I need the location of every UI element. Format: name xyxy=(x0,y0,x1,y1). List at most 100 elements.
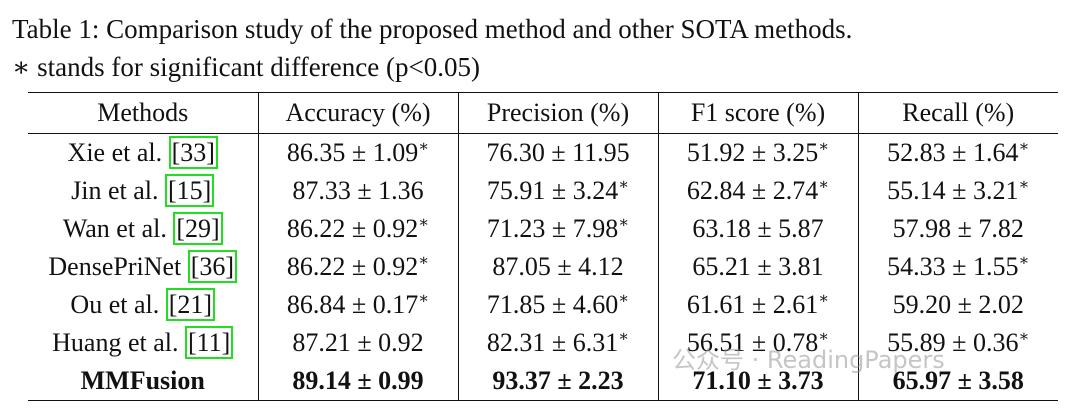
table-row: Wan et al. [29] 86.22 ± 0.92∗ 71.23 ± 7.98… xyxy=(28,210,1058,248)
value: 62.84 ± 2.74 xyxy=(686,176,819,205)
method-cell: Jin et al. [15] xyxy=(28,172,258,210)
value-cell: 93.37 ± 2.23 xyxy=(457,362,658,401)
value: 87.21 ± 0.92 xyxy=(292,328,424,357)
value-cell: 59.20 ± 2.02 xyxy=(857,286,1058,324)
value-cell: 65.97 ± 3.58 xyxy=(857,362,1058,401)
table-body: Xie et al. [33] 86.35 ± 1.09∗ 76.30 ± 11.9… xyxy=(28,133,1058,401)
significance-mark: ∗ xyxy=(818,138,830,156)
value: 86.84 ± 0.17 xyxy=(286,290,419,319)
value: 86.22 ± 0.92 xyxy=(286,252,419,281)
method-name: Huang et al. xyxy=(52,328,179,357)
value: 71.85 ± 4.60 xyxy=(486,290,619,319)
table-row: MMFusion 89.14 ± 0.99 93.37 ± 2.23 71.10 ± … xyxy=(28,362,1058,401)
header-row: Methods Accuracy (%) Precision (%) F1 score… xyxy=(28,92,1058,134)
value-cell: 51.92 ± 3.25∗ xyxy=(657,133,858,172)
value-cell: 55.89 ± 0.36∗ xyxy=(857,324,1058,362)
value-cell: 63.18 ± 5.87 xyxy=(657,210,858,248)
significance-mark: ∗ xyxy=(618,328,630,346)
header-cell: Precision (%) xyxy=(457,92,658,134)
caption: Table 1: Comparison study of the propose… xyxy=(12,10,1078,86)
significance-mark: ∗ xyxy=(618,290,630,308)
caption-text: Comparison study of the proposed method … xyxy=(106,14,853,44)
significance-mark: ∗ xyxy=(418,252,430,270)
method-cell: MMFusion xyxy=(28,362,258,401)
citation: [36] xyxy=(187,250,238,283)
value-cell: 86.22 ± 0.92∗ xyxy=(257,248,458,286)
significance-mark: ∗ xyxy=(818,176,830,194)
value: 52.83 ± 1.64 xyxy=(887,138,1019,167)
method-cell: Huang et al. [11] xyxy=(28,324,258,362)
header-cell: Recall (%) xyxy=(857,92,1058,134)
comparison-table: Methods Accuracy (%) Precision (%) F1 score… xyxy=(28,92,1058,401)
citation: [33] xyxy=(168,136,218,169)
value: 51.92 ± 3.25 xyxy=(686,138,819,167)
method-cell: Ou et al. [21] xyxy=(28,286,258,324)
significance-mark: ∗ xyxy=(418,138,430,156)
value-cell: 65.21 ± 3.81 xyxy=(657,248,858,286)
value: 63.18 ± 5.87 xyxy=(692,214,824,243)
table-row: Jin et al. [15] 87.33 ± 1.36 75.91 ± 3.24∗… xyxy=(28,172,1058,210)
method-name: MMFusion xyxy=(80,366,205,395)
method-cell: DensePriNet [36] xyxy=(28,248,258,286)
value: 65.21 ± 3.81 xyxy=(692,252,824,281)
value-cell: 86.22 ± 0.92∗ xyxy=(257,210,458,248)
table-row: Xie et al. [33] 86.35 ± 1.09∗ 76.30 ± 11.9… xyxy=(28,133,1058,173)
significance-mark: ∗ xyxy=(1018,252,1030,270)
value-cell: 89.14 ± 0.99 xyxy=(257,362,458,401)
significance-mark: ∗ xyxy=(1018,138,1030,156)
header-cell: Methods xyxy=(97,98,189,127)
method-name: Wan et al. xyxy=(62,214,167,243)
significance-mark: ∗ xyxy=(618,176,630,194)
method-name: DensePriNet xyxy=(48,252,182,281)
value-cell: 71.85 ± 4.60∗ xyxy=(457,286,658,324)
watermark: 公众号 · ReadingPapers xyxy=(672,346,945,374)
method-cell: Xie et al. [33] xyxy=(28,134,258,173)
value: 54.33 ± 1.55 xyxy=(887,252,1019,281)
value-cell: 86.35 ± 1.09∗ xyxy=(257,133,458,172)
value: 71.23 ± 7.98 xyxy=(486,214,619,243)
value: 82.31 ± 6.31 xyxy=(486,328,619,357)
value: 87.33 ± 1.36 xyxy=(292,176,424,205)
method-name: Xie et al. xyxy=(67,138,163,167)
value-cell: 56.51 ± 0.78∗ xyxy=(657,324,858,362)
value-cell: 76.30 ± 11.95 xyxy=(457,133,658,172)
value: 93.37 ± 2.23 xyxy=(492,366,624,395)
value-cell: 75.91 ± 3.24∗ xyxy=(457,172,658,210)
value-cell: 55.14 ± 3.21∗ xyxy=(857,172,1058,210)
header-cell: Accuracy (%) xyxy=(257,92,458,134)
significance-mark: ∗ xyxy=(818,290,830,308)
value-cell: 54.33 ± 1.55∗ xyxy=(857,248,1058,286)
significance-mark: ∗ xyxy=(818,328,830,346)
caption-line: Table 1: Comparison study of the propose… xyxy=(12,10,1078,48)
citation: [29] xyxy=(173,212,223,245)
value: 61.61 ± 2.61 xyxy=(686,290,819,319)
value-cell: 87.21 ± 0.92 xyxy=(257,324,458,362)
value: 89.14 ± 0.99 xyxy=(292,366,424,395)
value-cell: 86.84 ± 0.17∗ xyxy=(257,286,458,324)
value: 86.22 ± 0.92 xyxy=(286,214,419,243)
value-cell: 62.84 ± 2.74∗ xyxy=(657,172,858,210)
value-cell: 52.83 ± 1.64∗ xyxy=(857,133,1058,172)
value: 87.05 ± 4.12 xyxy=(492,252,624,281)
value: 86.35 ± 1.09 xyxy=(286,138,419,167)
value: 71.10 ± 3.73 xyxy=(692,366,824,395)
value: 65.97 ± 3.58 xyxy=(892,366,1024,395)
method-cell: Wan et al. [29] xyxy=(28,210,258,248)
citation: [11] xyxy=(184,326,234,359)
significance-mark: ∗ xyxy=(418,290,430,308)
value: 55.14 ± 3.21 xyxy=(887,176,1019,205)
significance-mark: ∗ xyxy=(418,214,430,232)
value: 76.30 ± 11.95 xyxy=(486,138,630,167)
caption-note: ∗ stands for significant difference (p<0… xyxy=(12,52,480,82)
value-cell: 71.10 ± 3.73 xyxy=(657,362,858,401)
table-row: Ou et al. [21] 86.84 ± 0.17∗ 71.85 ± 4.60∗… xyxy=(28,286,1058,324)
significance-mark: ∗ xyxy=(1018,176,1030,194)
value-cell: 87.33 ± 1.36 xyxy=(257,172,458,210)
value-cell: 87.05 ± 4.12 xyxy=(457,248,658,286)
value-cell: 71.23 ± 7.98∗ xyxy=(457,210,658,248)
table-head: Methods Accuracy (%) Precision (%) F1 score… xyxy=(28,92,1058,134)
significance-mark: ∗ xyxy=(618,214,630,232)
significance-mark: ∗ xyxy=(1018,328,1030,346)
value-cell: 61.61 ± 2.61∗ xyxy=(657,286,858,324)
